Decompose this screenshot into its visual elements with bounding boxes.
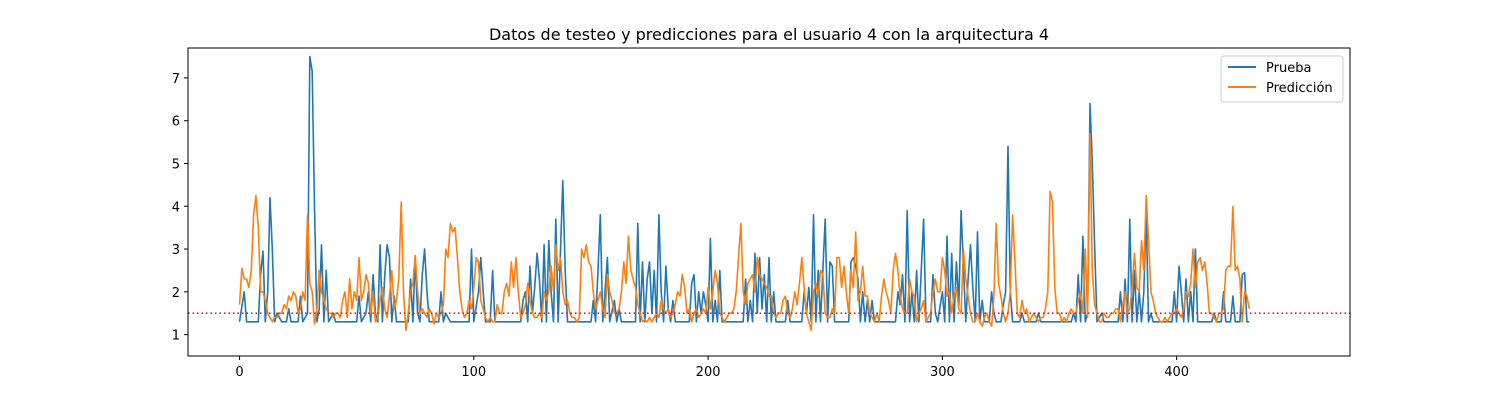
- y-tick-label: 7: [172, 72, 180, 87]
- series-line-prediccion: [238, 132, 1251, 332]
- legend-label-prueba: Prueba: [1266, 61, 1311, 76]
- y-tick-label: 2: [172, 286, 180, 301]
- chart-title: Datos de testeo y predicciones para el u…: [489, 25, 1049, 44]
- x-tick-label: 100: [461, 365, 486, 380]
- x-tick-label: 400: [1164, 365, 1189, 380]
- plot-frame: [187, 47, 1351, 357]
- axes: 0 100 200 300 400 1 2 3 4 5 6 7: [172, 72, 1189, 380]
- y-tick-label: 4: [172, 200, 180, 215]
- y-tick-label: 1: [172, 329, 180, 344]
- y-tick-label: 6: [172, 115, 180, 130]
- y-tick-label: 3: [172, 243, 180, 258]
- y-tick-label: 5: [172, 158, 180, 173]
- legend-label-prediccion: Predicción: [1266, 81, 1333, 96]
- legend: Prueba Predicción: [1220, 55, 1344, 103]
- x-tick-label: 200: [696, 365, 721, 380]
- x-tick-label: 300: [930, 365, 955, 380]
- x-tick-label: 0: [235, 365, 243, 380]
- plot-area: [188, 55, 1350, 332]
